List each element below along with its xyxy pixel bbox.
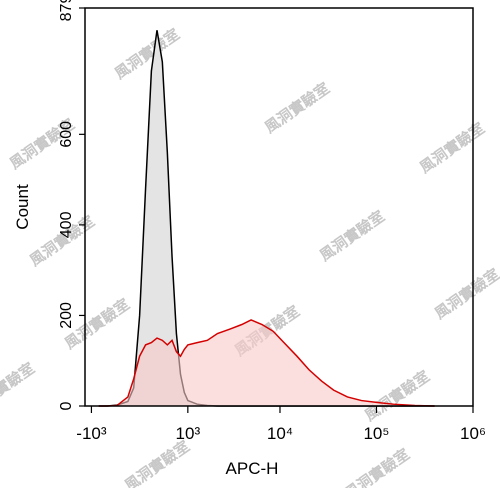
x-tick-label: 10⁶ [460,424,486,443]
watermark: 風洞實驗室 [316,207,388,265]
watermark: 風洞實驗室 [261,79,333,137]
watermark: 風洞實驗室 [121,437,193,488]
x-tick-label: 10⁵ [363,424,389,443]
watermark: 風洞實驗室 [0,359,38,417]
watermark: 風洞實驗室 [431,265,500,323]
y-axis-label: Count [13,184,32,230]
y-tick-label: 879 [58,0,75,21]
y-tick-label: 600 [58,121,75,148]
watermark: 風洞實驗室 [341,445,413,488]
x-axis-label: APC-H [226,459,279,478]
histogram-line [98,319,435,407]
x-tick-label: 10⁴ [267,424,293,443]
watermark: 風洞實驗室 [416,119,488,177]
plot-area: 0 200 400 600 879 -10³ 10³ 10⁴ 10⁵ 10⁶ [58,0,486,443]
watermark: 風洞實驗室 [111,25,183,83]
histogram-area [98,319,435,406]
plot-frame [84,7,474,407]
y-tick-label: 200 [58,302,75,329]
y-tick-label: 400 [58,211,75,238]
histogram-area [98,30,435,406]
y-tick-label: 0 [58,401,75,410]
x-tick-label: -10³ [76,424,107,443]
x-tick-label: 10³ [176,424,201,443]
watermark: 風洞實驗室 [361,367,433,425]
